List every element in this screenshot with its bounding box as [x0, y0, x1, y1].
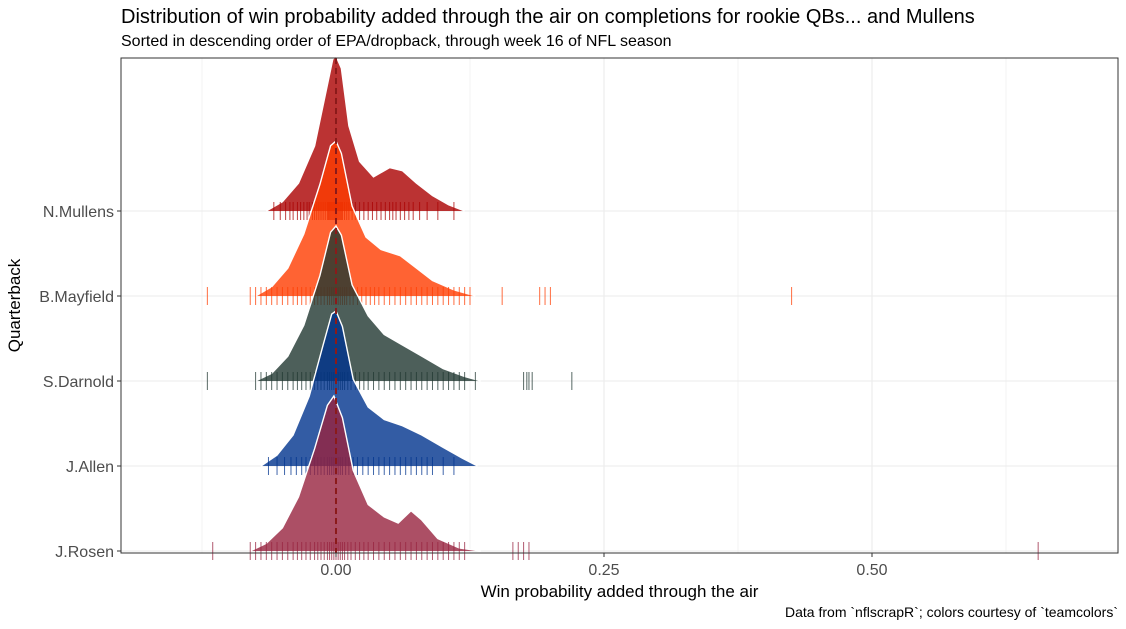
chart-subtitle: Sorted in descending order of EPA/dropba…	[121, 33, 672, 50]
plot-panel	[121, 58, 1118, 553]
ridge-outline	[265, 54, 465, 212]
x-tick-label: 0.25	[588, 562, 619, 579]
ridge-outline	[255, 224, 481, 382]
ridge-outline	[249, 394, 481, 552]
chart-caption: Data from `nflscrapR`; colors courtesy o…	[785, 604, 1118, 620]
ridge-j-rosen	[250, 396, 481, 551]
ridge-outline	[260, 309, 478, 467]
y-axis-title: Quarterback	[5, 258, 24, 352]
y-tick-label: N.Mullens	[43, 204, 114, 221]
x-axis-title: Win probability added through the air	[481, 582, 759, 601]
y-tick-label: J.Rosen	[55, 544, 114, 561]
chart-title: Distribution of win probability added th…	[121, 6, 975, 28]
ridge-n-mullens	[266, 56, 465, 211]
ridge-b-mayfield	[255, 141, 476, 296]
ridge-outline	[255, 139, 476, 297]
x-tick-label: 0.00	[320, 562, 351, 579]
y-tick-label: J.Allen	[66, 459, 114, 476]
y-tick-label: S.Darnold	[43, 374, 114, 391]
ridge-s-darnold	[255, 226, 481, 381]
x-tick-label: 0.50	[856, 562, 887, 579]
y-tick-label: B.Mayfield	[39, 289, 114, 306]
plot-border	[120, 57, 1119, 554]
ridge-j-allen	[260, 311, 478, 466]
